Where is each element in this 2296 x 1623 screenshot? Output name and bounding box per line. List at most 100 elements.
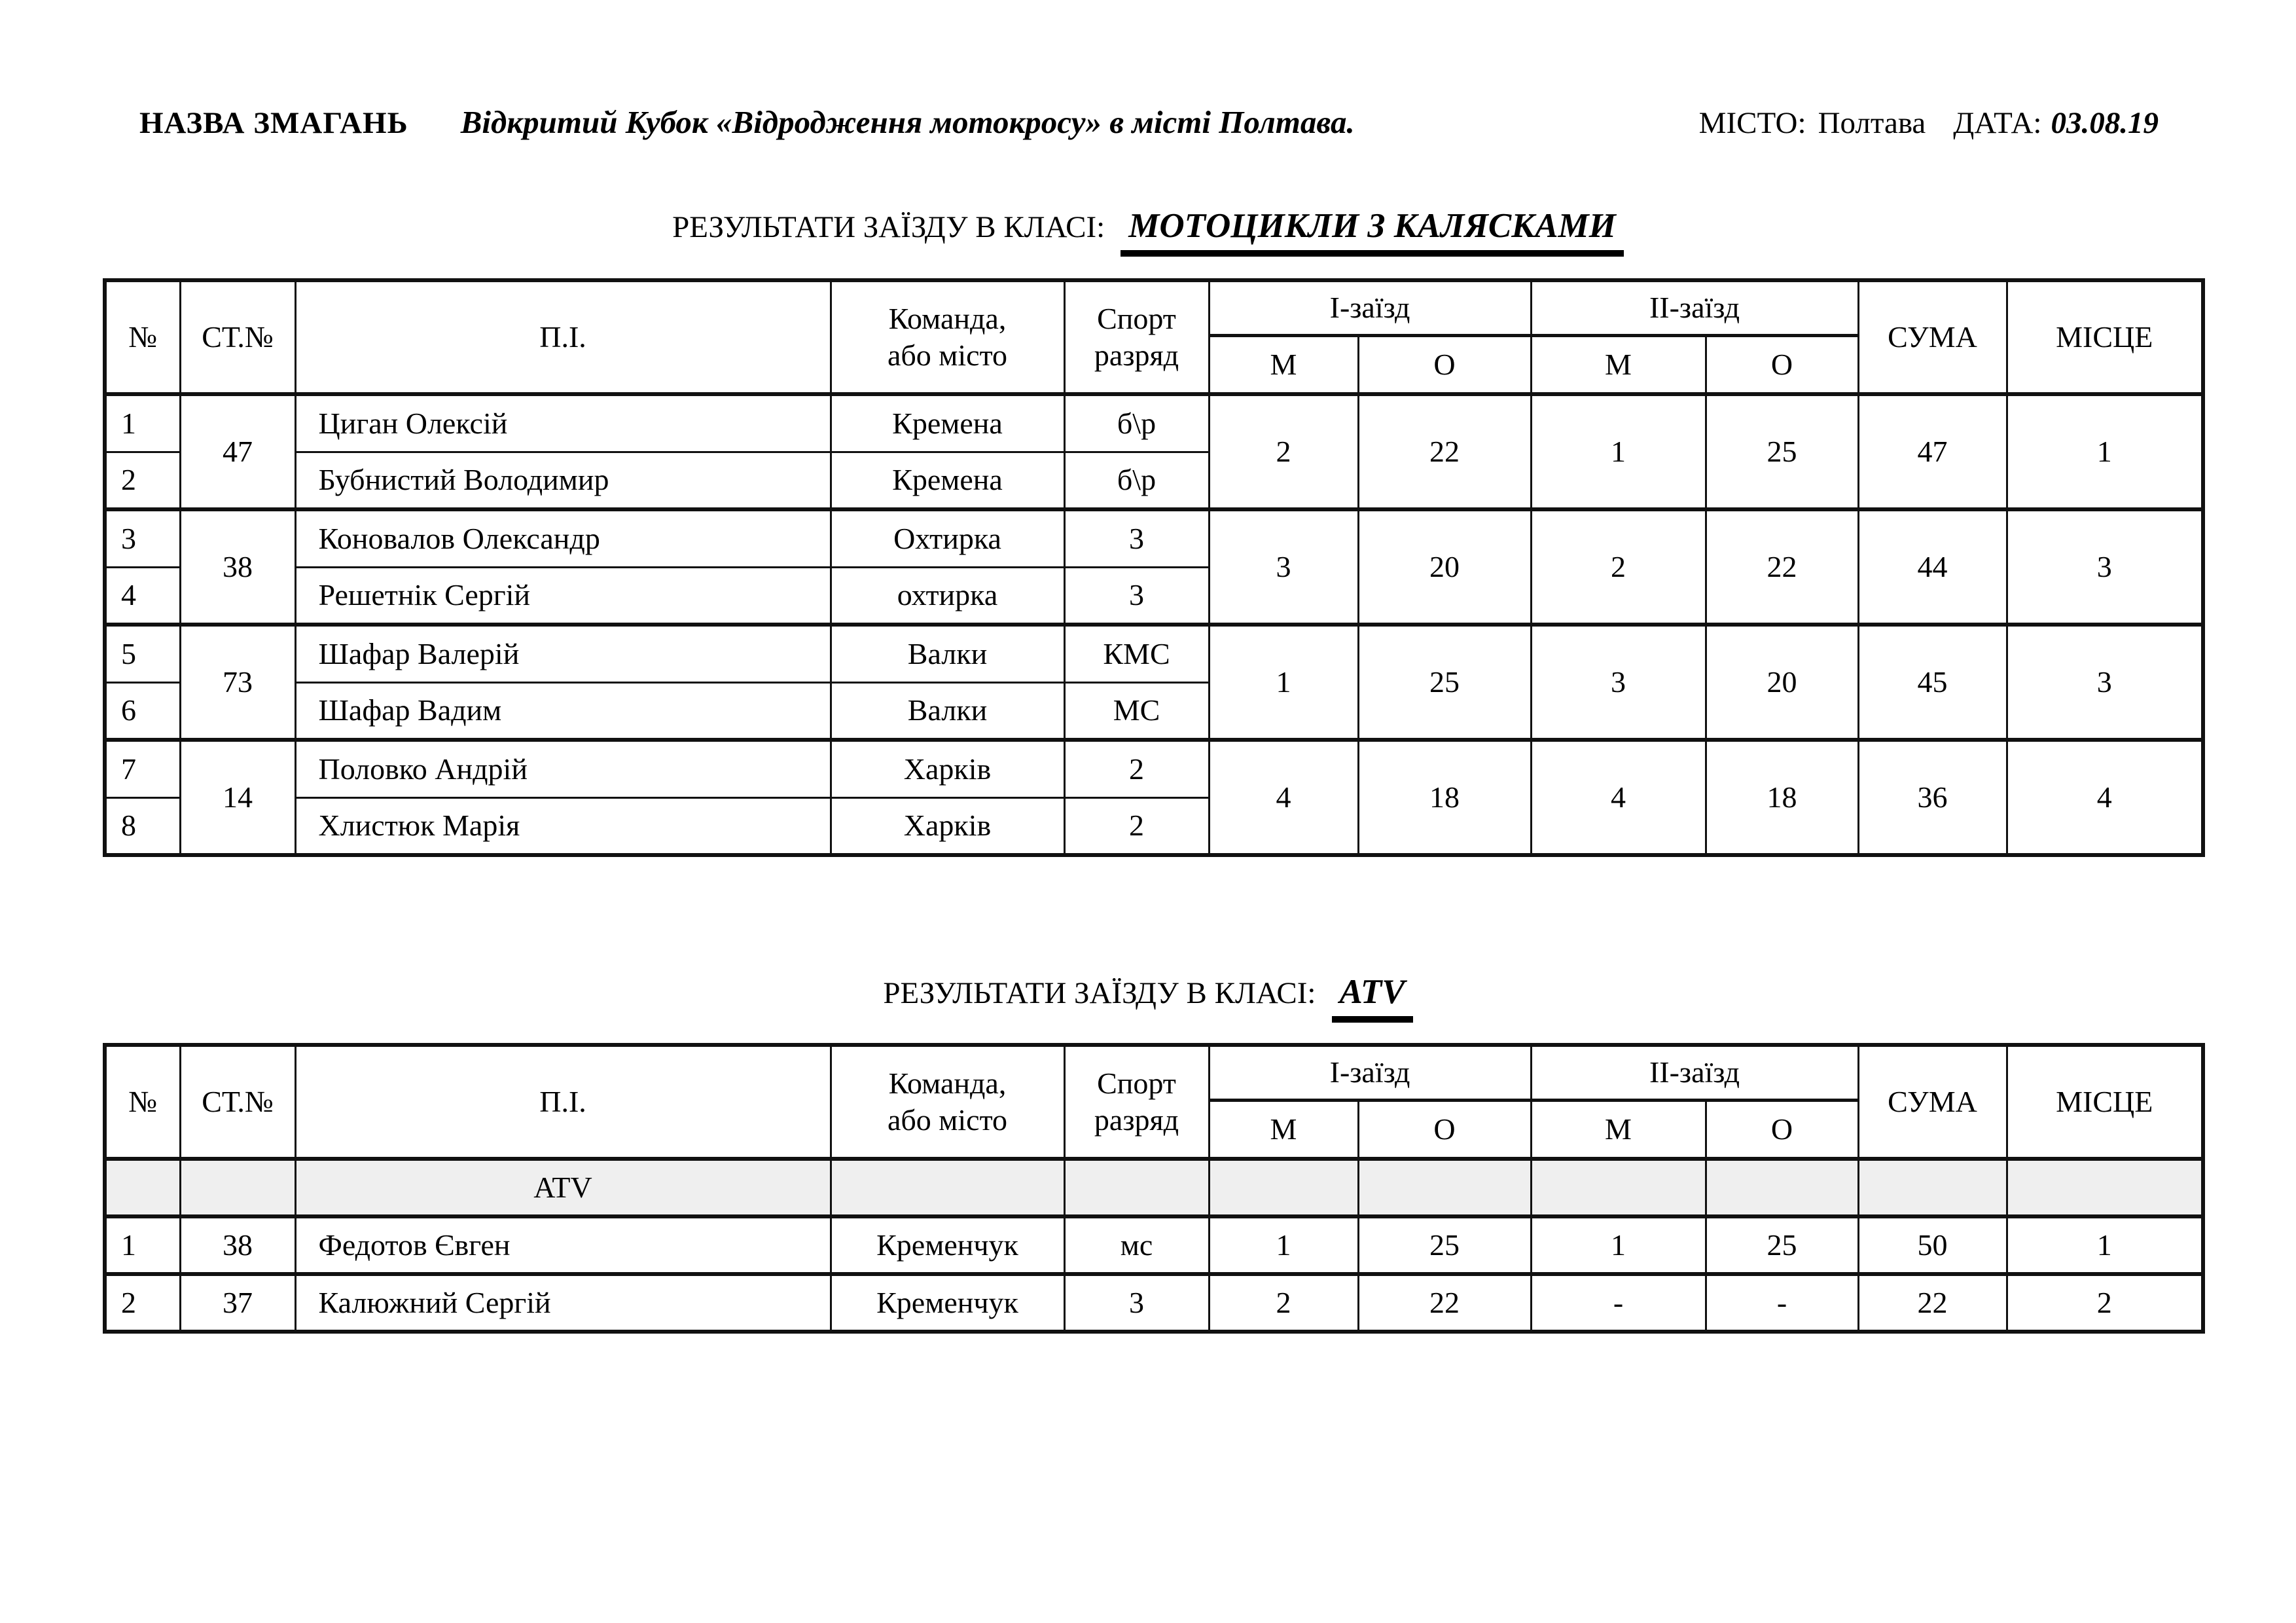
col-header-m: М [1208, 334, 1359, 396]
cell-team: охтирка [829, 566, 1066, 627]
cell-start-number [179, 1158, 296, 1218]
cell-team: Валки [829, 681, 1066, 742]
col-header-m: М [1530, 334, 1707, 396]
cell-race1-place: 2 [1208, 393, 1359, 511]
results-table-atv: № СТ.№ П.І. Команда, або місто Спорт раз… [103, 1043, 2205, 1334]
cell-section-label: ATV [294, 1158, 832, 1218]
title-prefix: РЕЗУЛЬТАТИ ЗАЇЗДУ В КЛАСІ: [672, 210, 1105, 244]
col-header-rank: Спорт разряд [1063, 279, 1210, 396]
cell-rank: 2 [1063, 796, 1210, 857]
cell-place: 3 [2005, 623, 2204, 742]
header-row: № СТ.№ П.І. Команда, або місто Спорт раз… [103, 1044, 2204, 1161]
col-header-sum: СУМА [1857, 1044, 2008, 1161]
title-class-underlined: ATV [1331, 974, 1413, 1023]
subheader-row: М О М О [105, 1099, 2203, 1161]
cell-race2-points: 22 [1704, 508, 1859, 627]
cell-rank [1063, 1158, 1210, 1218]
col-header-race1: І-заїзд [1208, 1044, 1532, 1102]
cell-rider-name: Коновалов Олександр [294, 508, 832, 568]
table-row: 6 Шафар Вадим Валки МС [103, 681, 2203, 742]
cell-race1-place: 4 [1208, 739, 1359, 857]
cell-no: 5 [103, 623, 181, 684]
cell-race1-points: 22 [1357, 1273, 1532, 1334]
atv-section-row: ATV [103, 1158, 2204, 1218]
cell-race2-points: 25 [1704, 393, 1859, 511]
cell-race2-points: - [1704, 1273, 1859, 1334]
cell-rider-name: Бубнистий Володимир [294, 450, 832, 511]
col-header-o: О [1357, 1099, 1532, 1161]
col-header-name: П.І. [294, 279, 832, 396]
cell-place: 1 [2005, 1215, 2204, 1276]
cell-race1-points [1357, 1158, 1532, 1218]
cell-no: 4 [103, 566, 181, 627]
cell-race2-place: 1 [1530, 393, 1707, 511]
table-row: 4 Решетнік Сергій охтирка 3 [103, 566, 2203, 627]
col-header-place: МІСЦЕ [2005, 1044, 2204, 1161]
cell-start-number: 37 [179, 1273, 296, 1334]
cell-team: Кремена [829, 450, 1066, 511]
cell-race1-points: 20 [1357, 508, 1532, 627]
col-header-o: О [1704, 334, 1859, 396]
col-header-name: П.І. [294, 1044, 832, 1161]
cell-sum: 36 [1857, 739, 2008, 857]
cell-team: Кремена [829, 393, 1066, 453]
cell-no: 2 [103, 1273, 181, 1334]
cell-race1-place: 3 [1208, 508, 1359, 627]
subheader-row: М О М О [105, 334, 2203, 396]
cell-rank: МС [1063, 681, 1210, 742]
title-prefix: РЕЗУЛЬТАТИ ЗАЇЗДУ В КЛАСІ: [883, 976, 1316, 1010]
cell-place: 4 [2005, 739, 2204, 857]
cell-start-number: 73 [179, 623, 296, 742]
city-label: МІСТО: [1698, 106, 1806, 140]
cell-rank: б\р [1063, 393, 1210, 453]
cell-place: 3 [2005, 508, 2204, 627]
cell-rank: б\р [1063, 450, 1210, 511]
table-row: 1 38 Федотов Євген Кременчук мс 1 25 1 2… [103, 1215, 2204, 1276]
cell-rank: 3 [1063, 1273, 1210, 1334]
cell-race2-points [1704, 1158, 1859, 1218]
cell-no: 2 [103, 450, 181, 511]
cell-rank: 2 [1063, 739, 1210, 799]
cell-team: Харків [829, 796, 1066, 857]
cell-team: Валки [829, 623, 1066, 684]
col-header-no: № [103, 1044, 181, 1161]
cell-race1-points: 18 [1357, 739, 1532, 857]
col-header-no: № [103, 279, 181, 396]
col-header-rank: Спорт разряд [1063, 1044, 1210, 1161]
col-header-start-number: СТ.№ [179, 1044, 296, 1161]
cell-race1-points: 25 [1357, 623, 1532, 742]
cell-race2-place: 2 [1530, 508, 1707, 627]
city-value: Полтава [1818, 106, 1926, 140]
cell-place: 2 [2005, 1273, 2204, 1334]
cell-rider-name: Решетнік Сергій [294, 566, 832, 627]
header-row: № СТ.№ П.І. Команда, або місто Спорт раз… [103, 279, 2204, 396]
cell-race1-place: 1 [1208, 1215, 1359, 1276]
section-title-atv: РЕЗУЛЬТАТИ ЗАЇЗДУ В КЛАСІ: ATV [0, 974, 2296, 1023]
cell-race2-place: 3 [1530, 623, 1707, 742]
table-row: 3 38 Коновалов Олександр Охтирка 3 3 20 … [103, 508, 2204, 627]
cell-race2-points: 25 [1704, 1215, 1859, 1276]
col-header-team: Команда, або місто [829, 279, 1066, 396]
cell-sum [1857, 1158, 2008, 1218]
cell-race1-points: 25 [1357, 1215, 1532, 1276]
cell-race2-points: 18 [1704, 739, 1859, 857]
cell-sum: 22 [1857, 1273, 2008, 1334]
doc-header: НАЗВА ЗМАГАНЬ Відкритий Кубок «Відроджен… [139, 103, 2159, 141]
cell-team: Харків [829, 739, 1066, 799]
col-header-team: Команда, або місто [829, 1044, 1066, 1161]
cell-rider-name: Хлистюк Марія [294, 796, 832, 857]
col-header-race2: ІІ-заїзд [1530, 1044, 1859, 1102]
cell-rank: мс [1063, 1215, 1210, 1276]
cell-rider-name: Половко Андрій [294, 739, 832, 799]
cell-no [103, 1158, 181, 1218]
col-header-race2: ІІ-заїзд [1530, 279, 1859, 337]
cell-race2-place [1530, 1158, 1707, 1218]
cell-rider-name: Циган Олексій [294, 393, 832, 453]
cell-no: 6 [103, 681, 181, 742]
cell-sum: 44 [1857, 508, 2008, 627]
city-date-line: МІСТО: Полтава ДАТА: 03.08.19 [1699, 105, 2159, 141]
col-header-o: О [1357, 334, 1532, 396]
cell-rider-name: Калюжний Сергій [294, 1273, 832, 1334]
table-row: 1 47 Циган Олексій Кремена б\р 2 22 1 25… [103, 393, 2204, 511]
cell-rank: 3 [1063, 566, 1210, 627]
